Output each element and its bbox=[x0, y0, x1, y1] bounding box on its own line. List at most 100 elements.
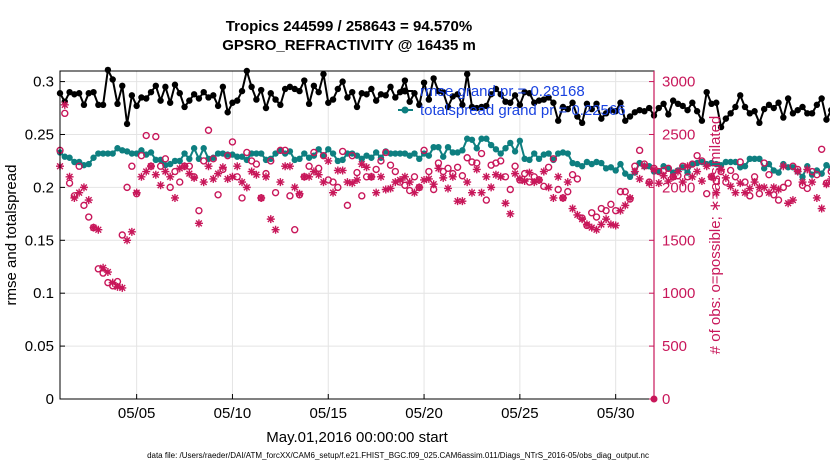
totalspread-point bbox=[372, 149, 380, 156]
rmse-point bbox=[823, 116, 830, 123]
totalspread-point bbox=[104, 150, 112, 157]
assimilated-point bbox=[621, 201, 630, 210]
possible-point bbox=[616, 187, 625, 196]
possible-point bbox=[123, 183, 131, 192]
x-tick-label: 05/15 bbox=[309, 405, 347, 422]
assimilated-point bbox=[587, 223, 596, 232]
assimilated-point bbox=[142, 167, 151, 176]
totalspread-point bbox=[775, 169, 782, 176]
possible-point bbox=[702, 190, 711, 198]
rmse-point bbox=[722, 115, 730, 122]
possible-point bbox=[310, 148, 318, 157]
assimilated-point bbox=[702, 162, 711, 171]
assimilated-point bbox=[793, 167, 802, 176]
y2-tick-label: 1500 bbox=[662, 232, 695, 249]
rmse-point bbox=[598, 115, 605, 122]
possible-point bbox=[358, 192, 366, 200]
totalspread-point bbox=[578, 163, 586, 170]
totalspread-point bbox=[128, 150, 136, 157]
rmse-point bbox=[349, 88, 356, 96]
totalspread-point bbox=[325, 146, 332, 153]
assimilated-point bbox=[79, 183, 88, 192]
rmse-point bbox=[804, 110, 811, 117]
rmse-point bbox=[569, 99, 576, 106]
rmse-point bbox=[315, 88, 322, 96]
possible-point bbox=[564, 187, 572, 196]
possible-point bbox=[568, 170, 577, 179]
possible-point bbox=[458, 172, 467, 180]
rmse-point bbox=[780, 114, 787, 121]
assimilated-point bbox=[405, 178, 414, 187]
totalspread-point bbox=[564, 150, 571, 157]
possible-point bbox=[137, 151, 146, 160]
possible-point bbox=[161, 155, 170, 163]
assimilated-point bbox=[611, 221, 620, 230]
possible-point bbox=[243, 148, 251, 157]
assimilated-point bbox=[353, 175, 361, 184]
possible-point bbox=[444, 164, 452, 173]
rmse-point bbox=[363, 91, 370, 98]
totalspread-point bbox=[186, 155, 193, 163]
rmse-point bbox=[339, 78, 346, 85]
rmse-point bbox=[372, 97, 380, 104]
assimilated-point bbox=[515, 174, 524, 183]
assimilated-point bbox=[233, 162, 242, 171]
assimilated-point bbox=[123, 236, 132, 245]
assimilated-point bbox=[745, 184, 754, 193]
rmse-point bbox=[99, 101, 107, 109]
possible-point bbox=[592, 213, 601, 221]
rmse-point bbox=[420, 79, 428, 86]
assimilated-point bbox=[391, 178, 400, 187]
totalspread-point bbox=[411, 150, 418, 157]
rmse-point bbox=[214, 102, 222, 110]
assimilated-point bbox=[578, 215, 587, 224]
rmse-point bbox=[152, 82, 160, 90]
assimilated-point bbox=[247, 167, 256, 176]
rmse-point bbox=[281, 85, 289, 93]
rmse-point bbox=[808, 110, 816, 117]
rmse-point bbox=[143, 95, 150, 102]
possible-point bbox=[166, 183, 174, 192]
rmse-point bbox=[693, 108, 701, 115]
assimilated-point bbox=[467, 188, 476, 197]
y-axis-left: 0 0.05 0.1 0.15 0.2 0.25 0.3 bbox=[25, 74, 65, 408]
totalspread-point bbox=[147, 149, 155, 156]
assimilated-point bbox=[554, 172, 563, 181]
assimilated-point bbox=[808, 178, 817, 187]
rmse-point bbox=[128, 92, 136, 99]
assimilated-point bbox=[285, 162, 294, 171]
rmse-point bbox=[545, 94, 552, 101]
assimilated-point bbox=[630, 167, 639, 176]
totalspread-point bbox=[444, 143, 452, 151]
rmse-point bbox=[459, 101, 466, 109]
rmse-point bbox=[444, 103, 452, 111]
assimilated-point bbox=[372, 188, 381, 197]
y-tick-label: 0.1 bbox=[33, 285, 54, 302]
assimilated-point bbox=[750, 178, 759, 187]
assimilated-point bbox=[784, 199, 793, 208]
totalspread-point bbox=[267, 155, 274, 163]
totalspread-point bbox=[66, 154, 73, 161]
rmse-point bbox=[713, 99, 720, 106]
rmse-point bbox=[286, 83, 294, 91]
y-tick-label: 0.05 bbox=[25, 338, 54, 355]
legend-label-totalspread: totalspread grand pr = 0.22566 bbox=[420, 102, 626, 119]
totalspread-point bbox=[430, 143, 437, 151]
data-file-footer: data file: /Users/raeder/DAI/ATM_forcXX/… bbox=[147, 451, 649, 460]
rmse-point bbox=[171, 81, 179, 88]
rmse-point bbox=[181, 103, 188, 111]
totalspread-point bbox=[257, 150, 265, 157]
possible-point bbox=[784, 179, 792, 187]
totalspread-point bbox=[722, 158, 730, 166]
assimilated-point bbox=[755, 183, 764, 192]
possible-point bbox=[228, 138, 237, 146]
totalspread-point bbox=[363, 152, 370, 159]
rmse-point bbox=[334, 85, 342, 93]
totalspread-point bbox=[152, 156, 160, 164]
totalspread-point bbox=[713, 160, 720, 168]
x-axis-label: May.01,2016 00:00:00 start bbox=[266, 429, 448, 446]
possible-point bbox=[477, 149, 486, 158]
assimilated-point bbox=[386, 184, 395, 193]
totalspread-point bbox=[392, 150, 399, 157]
